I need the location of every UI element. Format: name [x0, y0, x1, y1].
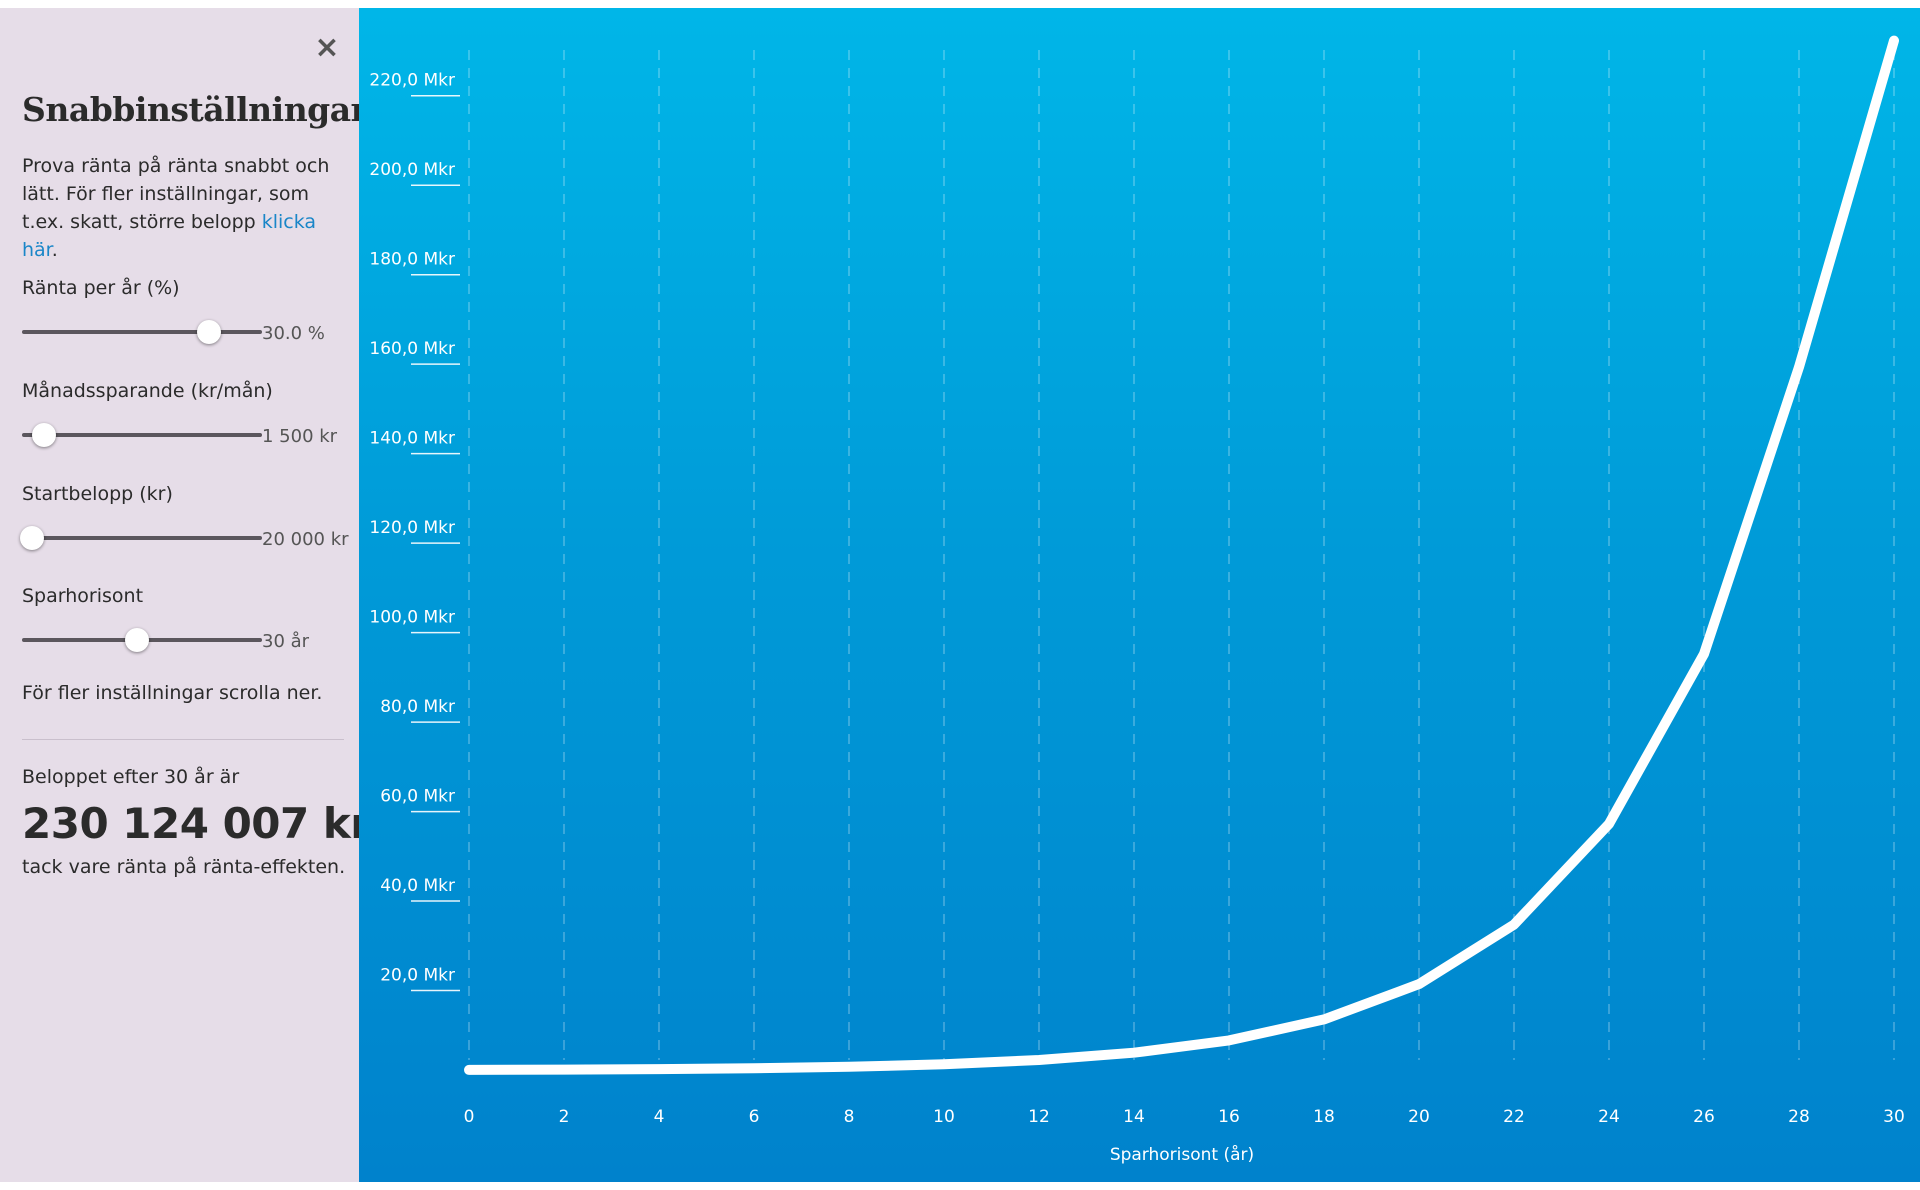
- growth-chart: 20,0 Mkr 40,0 Mkr 60,0 Mkr 80,0 Mkr 100,0 Mk…: [369, 35, 1905, 1165]
- x-tick-label: 14: [1123, 1107, 1145, 1127]
- result-suffix: tack vare ränta på ränta-effekten.: [22, 856, 346, 878]
- start-amount-label: Startbelopp (kr): [22, 483, 173, 505]
- y-tick-label: 180,0 Mkr: [369, 250, 455, 270]
- start-amount-slider[interactable]: [19, 524, 262, 552]
- horizon-slider[interactable]: [22, 626, 262, 654]
- x-tick-label: 30: [1883, 1107, 1905, 1127]
- close-icon[interactable]: ×: [314, 30, 340, 65]
- x-tick-label: 18: [1313, 1107, 1335, 1127]
- intro-text: Prova ränta på ränta snabbt och lätt. Fö…: [22, 152, 342, 264]
- x-tick-label: 0: [464, 1107, 475, 1127]
- growth-curve: [464, 35, 1899, 1075]
- panel-title: Snabbinställningar: [22, 90, 368, 129]
- monthly-saving-label: Månadssparande (kr/mån): [22, 380, 273, 402]
- monthly-saving-value: 1 500 kr: [262, 426, 338, 447]
- y-tick-label: 100,0 Mkr: [369, 608, 455, 628]
- horizon-value: 30 år: [262, 631, 310, 652]
- y-tick-label: 20,0 Mkr: [380, 966, 455, 986]
- grid-lines: [468, 50, 1895, 1060]
- y-tick-label: 220,0 Mkr: [369, 71, 455, 91]
- x-axis: 0 2 4 6 8 10 12 14 16 18 20 22 24 26 28 30: [464, 1107, 1905, 1127]
- interest-slider-track[interactable]: [22, 330, 262, 334]
- y-tick-label: 120,0 Mkr: [369, 518, 455, 538]
- interest-label: Ränta per år (%): [22, 277, 180, 299]
- x-tick-label: 12: [1028, 1107, 1050, 1127]
- x-tick-label: 16: [1218, 1107, 1240, 1127]
- x-tick-label: 22: [1503, 1107, 1525, 1127]
- intro-body: Prova ränta på ränta snabbt och lätt. Fö…: [22, 155, 330, 233]
- interest-value: 30.0 %: [262, 323, 325, 344]
- intro-end: .: [51, 239, 58, 261]
- chart-panel: 20,0 Mkr 40,0 Mkr 60,0 Mkr 80,0 Mkr 100,0 Mk…: [359, 8, 1920, 1182]
- x-tick-label: 2: [559, 1107, 570, 1127]
- x-tick-label: 10: [933, 1107, 955, 1127]
- x-tick-label: 24: [1598, 1107, 1620, 1127]
- x-tick-label: 4: [654, 1107, 665, 1127]
- y-axis: 20,0 Mkr 40,0 Mkr 60,0 Mkr 80,0 Mkr 100,0 Mk…: [369, 71, 460, 992]
- x-tick-label: 6: [749, 1107, 760, 1127]
- monthly-saving-slider-track[interactable]: [22, 433, 262, 437]
- monthly-saving-slider-handle[interactable]: [31, 423, 56, 447]
- horizon-label: Sparhorisont: [22, 585, 144, 607]
- divider: [22, 739, 344, 740]
- horizon-slider-handle[interactable]: [125, 628, 150, 652]
- x-tick-label: 28: [1788, 1107, 1810, 1127]
- interest-slider[interactable]: [22, 318, 262, 346]
- x-tick-label: 8: [844, 1107, 855, 1127]
- interest-slider-handle[interactable]: [197, 320, 222, 344]
- x-axis-title: Sparhorisont (år): [1110, 1144, 1254, 1165]
- result-amount: 230 124 007 kr: [22, 799, 371, 848]
- x-tick-label: 26: [1693, 1107, 1715, 1127]
- start-amount-slider-track[interactable]: [22, 536, 262, 540]
- y-tick-label: 40,0 Mkr: [380, 876, 455, 896]
- x-tick-label: 20: [1408, 1107, 1430, 1127]
- y-tick-label: 60,0 Mkr: [380, 787, 455, 807]
- settings-link[interactable]: klicka här: [22, 211, 317, 261]
- result-label: Beloppet efter 30 år är: [22, 766, 240, 788]
- y-tick-label: 160,0 Mkr: [369, 339, 455, 359]
- start-amount-value: 20 000 kr: [262, 529, 349, 550]
- scroll-note: För fler inställningar scrolla ner.: [22, 682, 323, 704]
- monthly-saving-slider[interactable]: [22, 421, 262, 449]
- start-amount-slider-handle[interactable]: [19, 526, 44, 550]
- quick-settings-panel: × Snabbinställningar Prova ränta på ränt…: [0, 8, 371, 1182]
- y-tick-label: 200,0 Mkr: [369, 160, 455, 180]
- y-tick-label: 80,0 Mkr: [380, 697, 455, 717]
- y-tick-label: 140,0 Mkr: [369, 429, 455, 449]
